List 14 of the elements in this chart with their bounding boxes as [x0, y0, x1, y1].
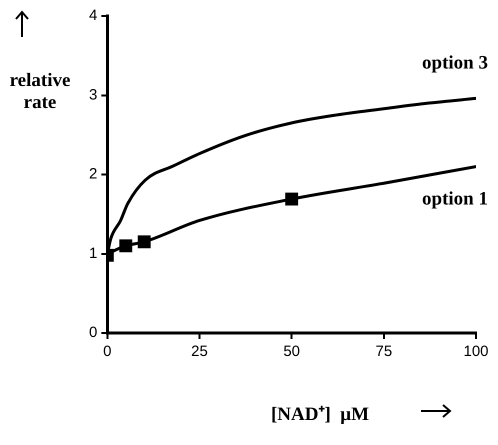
y-tick-label: 2: [89, 166, 98, 183]
y-axis-title: relative rate: [8, 70, 72, 114]
x-tick-label: 100: [463, 343, 489, 360]
x-tick-label: 75: [375, 343, 392, 360]
y-tick-label: 0: [89, 324, 98, 342]
y-tick-label: 3: [89, 86, 98, 104]
x-tick-label: 50: [283, 343, 300, 360]
x-tick-label: 0: [103, 343, 112, 360]
y-tick-label: 4: [89, 7, 98, 24]
x-tick-label: 25: [191, 343, 208, 360]
series-label: option 3: [422, 52, 488, 74]
y-tick-label: 1: [89, 244, 98, 262]
x-axis-title: [NAD⁺] μM: [270, 403, 370, 426]
series-label: option 1: [422, 188, 488, 210]
